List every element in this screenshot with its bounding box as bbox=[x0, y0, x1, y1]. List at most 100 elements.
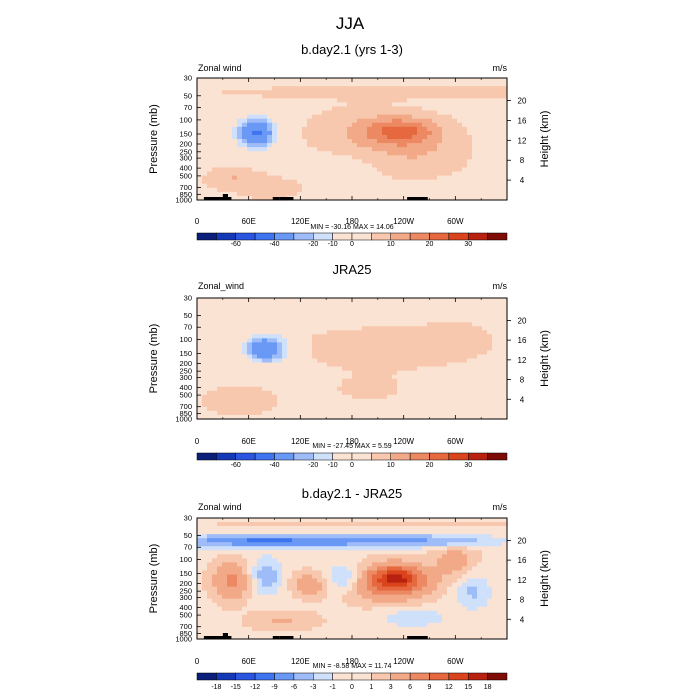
heatmap-cell bbox=[337, 139, 343, 144]
heatmap-cell bbox=[277, 394, 283, 400]
heatmap-cell bbox=[322, 606, 328, 612]
heatmap-cell bbox=[237, 90, 243, 95]
heatmap-cell bbox=[277, 358, 283, 364]
heatmap-cell bbox=[322, 334, 328, 339]
heatmap-cell bbox=[332, 550, 338, 555]
heatmap-cell bbox=[407, 410, 413, 416]
heatmap-cell bbox=[417, 318, 423, 323]
heatmap-cell bbox=[502, 183, 508, 189]
heatmap-cell bbox=[402, 362, 408, 368]
heatmap-cell bbox=[402, 147, 408, 152]
heatmap-cell bbox=[227, 110, 233, 116]
heatmap-cell bbox=[327, 406, 333, 412]
heatmap-cell bbox=[242, 98, 248, 103]
heatmap-cell bbox=[327, 534, 333, 539]
heatmap-cell bbox=[472, 394, 478, 400]
heatmap-cell bbox=[502, 390, 508, 396]
heatmap-cell bbox=[357, 175, 363, 181]
heatmap-cell bbox=[227, 155, 233, 160]
heatmap-cell bbox=[502, 155, 508, 160]
heatmap-cell bbox=[212, 322, 218, 327]
heatmap-cell bbox=[302, 358, 308, 364]
heatmap-cell bbox=[317, 98, 323, 103]
heatmap-cell bbox=[312, 130, 318, 136]
heatmap-cell bbox=[267, 187, 273, 193]
colorbar-swatch bbox=[254, 232, 275, 241]
heatmap-cell bbox=[347, 378, 353, 384]
heatmap-cell bbox=[327, 522, 333, 527]
heatmap-cell bbox=[287, 318, 293, 323]
heatmap-cell bbox=[332, 110, 338, 116]
heatmap-cell bbox=[497, 139, 503, 144]
heatmap-cell bbox=[452, 302, 458, 307]
heatmap-cell bbox=[357, 167, 363, 173]
heatmap-cell bbox=[427, 318, 433, 323]
heatmap-cell bbox=[477, 126, 483, 132]
heatmap-cell bbox=[432, 394, 438, 400]
heatmap-cell bbox=[372, 106, 378, 112]
heatmap-cell bbox=[357, 358, 363, 364]
heatmap-cell bbox=[232, 558, 238, 563]
heatmap-cell bbox=[222, 187, 228, 193]
heatmap-cell bbox=[382, 102, 388, 108]
heatmap-cell bbox=[362, 306, 368, 311]
heatmap-cell bbox=[322, 110, 328, 116]
heatmap-cell bbox=[302, 179, 308, 185]
heatmap-cell bbox=[212, 398, 218, 404]
heatmap-cell bbox=[267, 634, 273, 640]
heatmap-cell bbox=[277, 630, 283, 636]
heatmap-cell bbox=[457, 302, 463, 307]
heatmap-cell bbox=[407, 78, 413, 83]
heatmap-cell bbox=[252, 122, 258, 128]
heatmap-cell bbox=[437, 386, 443, 392]
heatmap-cell bbox=[297, 410, 303, 416]
heatmap-cell bbox=[282, 630, 288, 636]
heatmap-cell bbox=[357, 179, 363, 185]
heatmap-cell bbox=[277, 191, 283, 197]
heatmap-cell bbox=[317, 102, 323, 108]
heatmap-cell bbox=[217, 114, 223, 120]
heatmap-cell bbox=[272, 526, 278, 531]
heatmap-cell bbox=[352, 314, 358, 319]
heatmap-cell bbox=[282, 606, 288, 612]
heatmap-cell bbox=[372, 362, 378, 368]
heatmap-cell bbox=[267, 334, 273, 339]
heatmap-cell bbox=[422, 398, 428, 404]
heatmap-cell bbox=[377, 155, 383, 160]
heatmap-cell bbox=[437, 350, 443, 356]
heatmap-cell bbox=[317, 390, 323, 396]
heatmap-cell bbox=[262, 518, 268, 523]
heatmap-cell bbox=[297, 626, 303, 632]
heatmap-cell bbox=[327, 550, 333, 555]
heatmap-cell bbox=[327, 538, 333, 543]
heatmap-cell bbox=[237, 562, 243, 567]
heatmap-cell bbox=[327, 578, 333, 584]
heatmap-cell bbox=[257, 342, 263, 347]
heatmap-cell bbox=[297, 546, 303, 551]
heatmap-cell bbox=[492, 386, 498, 392]
heatmap-cell bbox=[207, 310, 213, 315]
heatmap-cell bbox=[242, 114, 248, 120]
heatmap-cell bbox=[327, 354, 333, 360]
heatmap-cell bbox=[322, 630, 328, 636]
heatmap-cell bbox=[322, 566, 328, 572]
heatmap-cell bbox=[412, 314, 418, 319]
heatmap-cell bbox=[502, 406, 508, 412]
heatmap-cell bbox=[212, 374, 218, 380]
heatmap-cell bbox=[467, 390, 473, 396]
heatmap-cell bbox=[347, 602, 353, 608]
heatmap-cell bbox=[212, 362, 218, 368]
heatmap-cell bbox=[197, 534, 203, 539]
heatmap-cell bbox=[402, 171, 408, 177]
heatmap-cell bbox=[347, 374, 353, 380]
heatmap-cell bbox=[262, 526, 268, 531]
heatmap-cell bbox=[207, 542, 213, 547]
heatmap-cell bbox=[332, 382, 338, 388]
heatmap-cell bbox=[462, 159, 468, 164]
heatmap-cell bbox=[442, 147, 448, 152]
heatmap-cell bbox=[207, 606, 213, 612]
heatmap-cell bbox=[322, 86, 328, 91]
heatmap-cell bbox=[277, 318, 283, 323]
heatmap-cell bbox=[222, 522, 228, 527]
heatmap-cell bbox=[447, 410, 453, 416]
